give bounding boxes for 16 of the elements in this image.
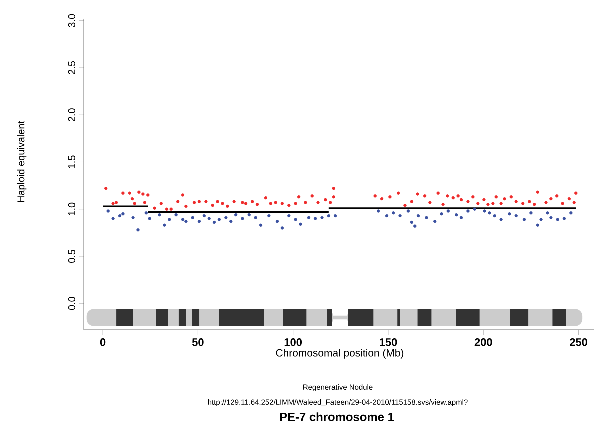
y-axis-title: Haploid equivalent bbox=[17, 121, 27, 202]
y-tick-label: 1.0 bbox=[68, 202, 76, 216]
x-tick-label: 50 bbox=[192, 338, 204, 346]
y-tick-label: 2.5 bbox=[68, 62, 76, 75]
x-tick-label: 250 bbox=[570, 338, 588, 346]
y-tick-label: 1.5 bbox=[68, 156, 76, 169]
x-tick-label: 100 bbox=[284, 338, 302, 346]
y-tick-label: 0.0 bbox=[68, 297, 76, 310]
y-tick-label: 2.0 bbox=[68, 108, 76, 122]
y-tick-label: 0.5 bbox=[68, 250, 76, 264]
text: PE-7 chromosome 1 bbox=[280, 412, 394, 422]
x-tick-label: 150 bbox=[380, 338, 398, 346]
y-tick-label: 3.0 bbox=[68, 14, 76, 28]
x-tick-label: 0 bbox=[100, 338, 106, 346]
x-axis-title: Chromosomal position (Mb) bbox=[276, 349, 404, 360]
x-tick-label: 200 bbox=[474, 338, 492, 346]
